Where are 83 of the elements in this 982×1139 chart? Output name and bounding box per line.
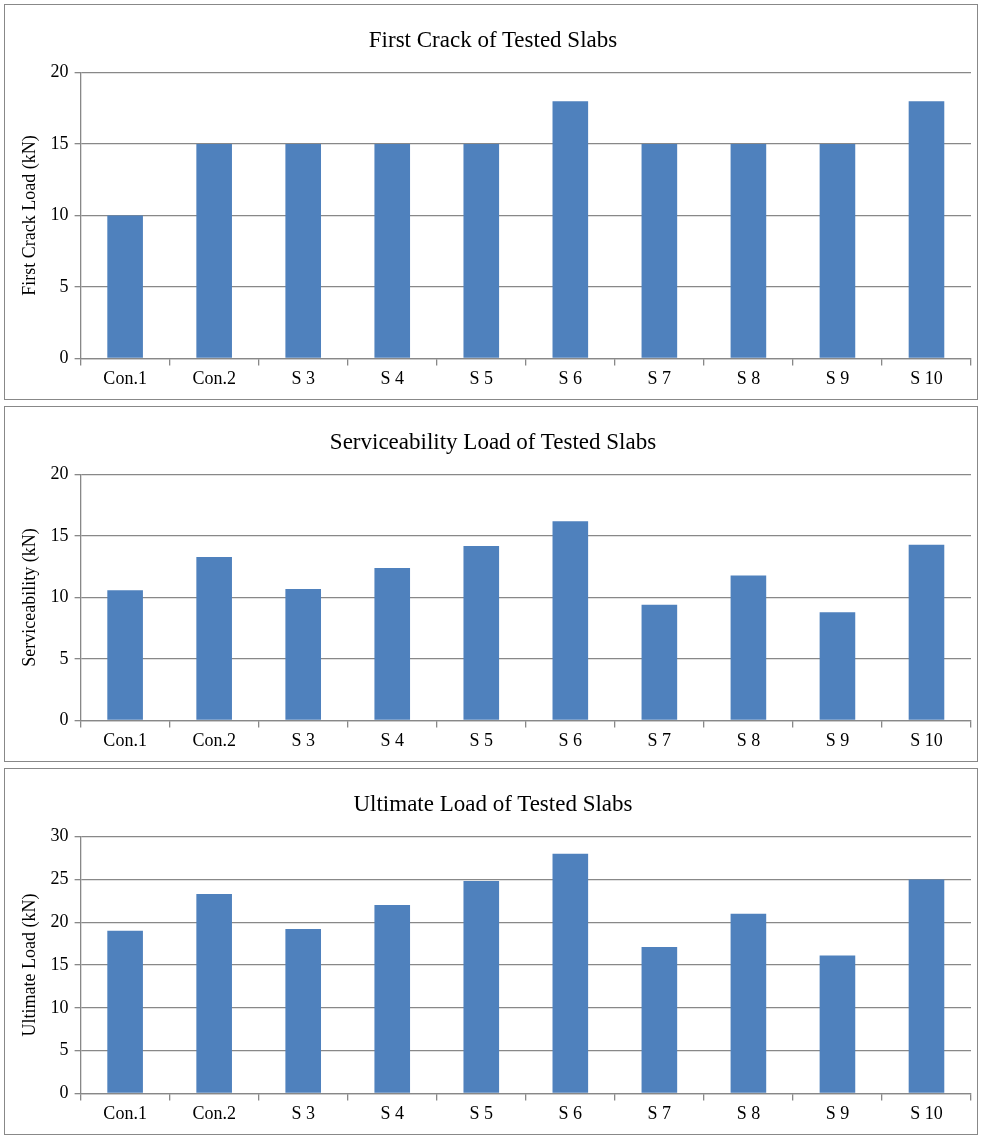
- x-tick-label: S 6: [558, 1102, 583, 1123]
- bar: [552, 853, 589, 1093]
- x-tick-label: Con.1: [103, 1102, 147, 1123]
- chart-title: Serviceability Load of Tested Slabs: [329, 428, 657, 454]
- bar: [908, 879, 945, 1093]
- x-tick-label: S 6: [558, 367, 583, 388]
- y-axis-title: Ultimate Load (kN): [18, 893, 40, 1037]
- x-tick-label: S 7: [647, 1102, 672, 1123]
- bar: [196, 556, 232, 720]
- y-tick-label: 0: [59, 347, 69, 368]
- chart-title: Ultimate Load of Tested Slabs: [353, 790, 633, 816]
- bar: [285, 588, 322, 720]
- bar: [107, 930, 143, 1093]
- bar: [819, 612, 856, 720]
- y-axis-title: First Crack Load (kN): [18, 135, 40, 296]
- bar: [730, 144, 767, 358]
- y-tick-label: 20: [50, 61, 69, 82]
- x-tick-label: S 6: [558, 729, 583, 750]
- bar: [819, 144, 856, 358]
- y-tick-label: 5: [59, 1039, 69, 1060]
- bar: [908, 101, 945, 358]
- x-tick-label: S 5: [469, 1102, 494, 1123]
- x-tick-label: S 10: [910, 729, 943, 750]
- bar: [819, 955, 856, 1093]
- bar: [641, 144, 678, 358]
- x-tick-label: S 8: [736, 1102, 761, 1123]
- bar: [463, 881, 500, 1093]
- x-tick-label: Con.1: [103, 729, 147, 750]
- chart-title: First Crack of Tested Slabs: [368, 26, 618, 52]
- bar: [641, 947, 678, 1093]
- x-tick-label: Con.2: [192, 729, 236, 750]
- x-tick-label: Con.2: [192, 1102, 236, 1123]
- bar: [374, 568, 411, 720]
- x-tick-label: S 4: [380, 729, 404, 750]
- y-tick-label: 10: [50, 586, 69, 607]
- x-tick-label: S 4: [380, 1102, 404, 1123]
- x-tick-label: S 8: [736, 367, 761, 388]
- y-tick-label: 10: [50, 204, 69, 225]
- bar: [107, 590, 143, 720]
- x-tick-label: S 10: [910, 1102, 943, 1123]
- y-tick-label: 30: [50, 825, 69, 846]
- y-tick-label: 25: [50, 868, 69, 889]
- y-tick-label: 20: [50, 463, 69, 484]
- x-tick-label: S 3: [291, 367, 315, 388]
- bar: [552, 521, 589, 720]
- y-tick-label: 5: [59, 647, 69, 668]
- x-tick-label: S 3: [291, 729, 315, 750]
- bar: [730, 575, 767, 720]
- y-tick-label: 10: [50, 996, 69, 1017]
- y-tick-label: 15: [50, 524, 69, 545]
- x-tick-label: S 9: [825, 1102, 850, 1123]
- x-tick-label: S 9: [825, 367, 850, 388]
- y-tick-label: 0: [59, 709, 69, 730]
- y-tick-label: 20: [50, 910, 69, 931]
- bar: [196, 893, 232, 1093]
- bar: [107, 215, 143, 358]
- x-tick-label: S 7: [647, 367, 672, 388]
- x-tick-label: S 9: [825, 729, 850, 750]
- x-tick-label: S 8: [736, 729, 761, 750]
- x-tick-label: S 10: [910, 367, 943, 388]
- bar: [463, 545, 500, 720]
- y-axis-title: Serviceability (kN): [18, 528, 40, 667]
- bar: [463, 144, 500, 358]
- bar: [908, 544, 945, 720]
- x-tick-label: S 7: [647, 729, 672, 750]
- bar: [730, 913, 767, 1093]
- bar: [552, 101, 589, 358]
- bar: [641, 604, 678, 720]
- x-tick-label: S 3: [291, 1102, 315, 1123]
- x-tick-label: S 5: [469, 729, 494, 750]
- x-tick-label: Con.2: [192, 367, 236, 388]
- y-tick-label: 15: [50, 132, 69, 153]
- bar: [285, 144, 322, 358]
- x-tick-label: S 5: [469, 367, 494, 388]
- bar: [374, 905, 411, 1093]
- y-tick-label: 0: [59, 1082, 69, 1103]
- x-tick-label: Con.1: [103, 367, 147, 388]
- bar: [196, 144, 232, 358]
- x-tick-label: S 4: [380, 367, 404, 388]
- y-tick-label: 15: [50, 953, 69, 974]
- bar: [285, 929, 322, 1093]
- bar: [374, 144, 411, 358]
- y-tick-label: 5: [59, 275, 69, 296]
